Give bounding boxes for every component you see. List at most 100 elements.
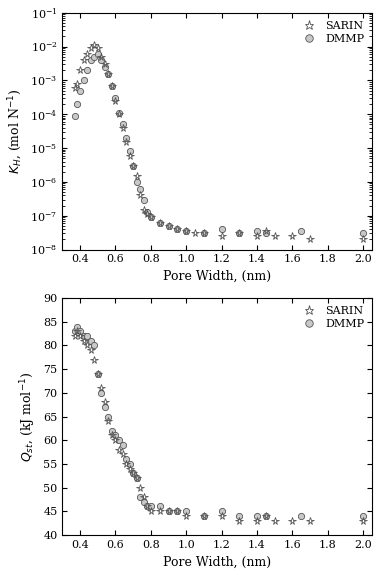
Legend: SARIN, DMMP: SARIN, DMMP xyxy=(296,304,366,331)
DMMP xyxy=(99,389,103,396)
SARIN xyxy=(117,111,121,118)
SARIN xyxy=(193,230,197,237)
DMMP xyxy=(74,323,79,330)
DMMP xyxy=(103,63,107,70)
SARIN xyxy=(135,474,139,481)
SARIN xyxy=(138,484,143,491)
SARIN xyxy=(81,56,86,63)
DMMP xyxy=(219,508,224,515)
SARIN xyxy=(273,233,277,240)
SARIN xyxy=(113,437,118,444)
SARIN xyxy=(263,512,268,519)
SARIN xyxy=(290,518,294,524)
DMMP xyxy=(166,223,171,229)
SARIN xyxy=(149,508,153,515)
DMMP xyxy=(202,512,206,519)
SARIN xyxy=(99,53,103,60)
DMMP xyxy=(175,508,180,515)
DMMP xyxy=(88,338,93,344)
DMMP xyxy=(255,228,259,235)
SARIN xyxy=(88,45,93,52)
DMMP xyxy=(157,220,162,227)
DMMP xyxy=(237,230,241,237)
DMMP xyxy=(78,328,82,335)
DMMP xyxy=(106,71,111,78)
Y-axis label: $Q_{st}$, (kJ mol$^{-1}$): $Q_{st}$, (kJ mol$^{-1}$) xyxy=(18,371,38,462)
SARIN xyxy=(120,451,125,458)
SARIN xyxy=(74,81,79,87)
SARIN xyxy=(149,214,153,221)
DMMP xyxy=(99,56,103,63)
DMMP xyxy=(110,82,114,89)
SARIN xyxy=(106,71,111,78)
SARIN xyxy=(157,508,162,515)
SARIN xyxy=(110,432,114,439)
SARIN xyxy=(92,356,97,363)
DMMP xyxy=(175,226,180,233)
SARIN xyxy=(202,512,206,519)
DMMP xyxy=(141,196,146,203)
DMMP xyxy=(299,512,304,519)
SARIN xyxy=(308,236,312,243)
SARIN xyxy=(92,42,97,49)
SARIN xyxy=(145,503,150,510)
DMMP xyxy=(72,328,77,335)
SARIN xyxy=(219,233,224,240)
DMMP xyxy=(219,226,224,233)
DMMP xyxy=(78,87,82,94)
DMMP xyxy=(106,413,111,420)
X-axis label: Pore Width, (nm): Pore Width, (nm) xyxy=(163,270,271,283)
DMMP xyxy=(131,162,135,169)
SARIN xyxy=(88,347,93,354)
DMMP xyxy=(237,512,241,519)
DMMP xyxy=(149,214,153,221)
SARIN xyxy=(127,152,132,159)
DMMP xyxy=(145,503,150,510)
DMMP xyxy=(127,148,132,155)
Line: DMMP: DMMP xyxy=(72,323,366,519)
DMMP xyxy=(88,56,93,63)
SARIN xyxy=(141,493,146,500)
SARIN xyxy=(255,233,259,240)
DMMP xyxy=(149,503,153,510)
SARIN xyxy=(110,82,114,89)
SARIN xyxy=(361,236,365,243)
DMMP xyxy=(202,230,206,237)
SARIN xyxy=(72,85,77,91)
DMMP xyxy=(85,67,89,74)
DMMP xyxy=(85,332,89,339)
SARIN xyxy=(96,45,100,52)
SARIN xyxy=(166,223,171,229)
DMMP xyxy=(92,53,97,60)
DMMP xyxy=(138,186,143,193)
SARIN xyxy=(106,418,111,425)
SARIN xyxy=(273,518,277,524)
SARIN xyxy=(85,342,89,349)
DMMP xyxy=(263,230,268,237)
SARIN xyxy=(145,211,150,218)
DMMP xyxy=(138,493,143,500)
SARIN xyxy=(81,338,86,344)
SARIN xyxy=(290,233,294,240)
SARIN xyxy=(117,446,121,453)
DMMP xyxy=(127,461,132,467)
DMMP xyxy=(184,228,188,235)
SARIN xyxy=(202,230,206,237)
DMMP xyxy=(72,112,77,119)
SARIN xyxy=(96,370,100,377)
SARIN xyxy=(141,206,146,213)
SARIN xyxy=(131,470,135,477)
DMMP xyxy=(255,512,259,519)
DMMP xyxy=(124,455,128,462)
DMMP xyxy=(124,135,128,141)
DMMP xyxy=(131,470,135,477)
X-axis label: Pore Width, (nm): Pore Width, (nm) xyxy=(163,555,271,568)
SARIN xyxy=(103,399,107,406)
DMMP xyxy=(81,77,86,84)
DMMP xyxy=(120,121,125,128)
DMMP xyxy=(299,228,304,235)
Line: DMMP: DMMP xyxy=(72,51,366,236)
SARIN xyxy=(255,518,259,524)
DMMP xyxy=(135,178,139,185)
SARIN xyxy=(263,228,268,235)
